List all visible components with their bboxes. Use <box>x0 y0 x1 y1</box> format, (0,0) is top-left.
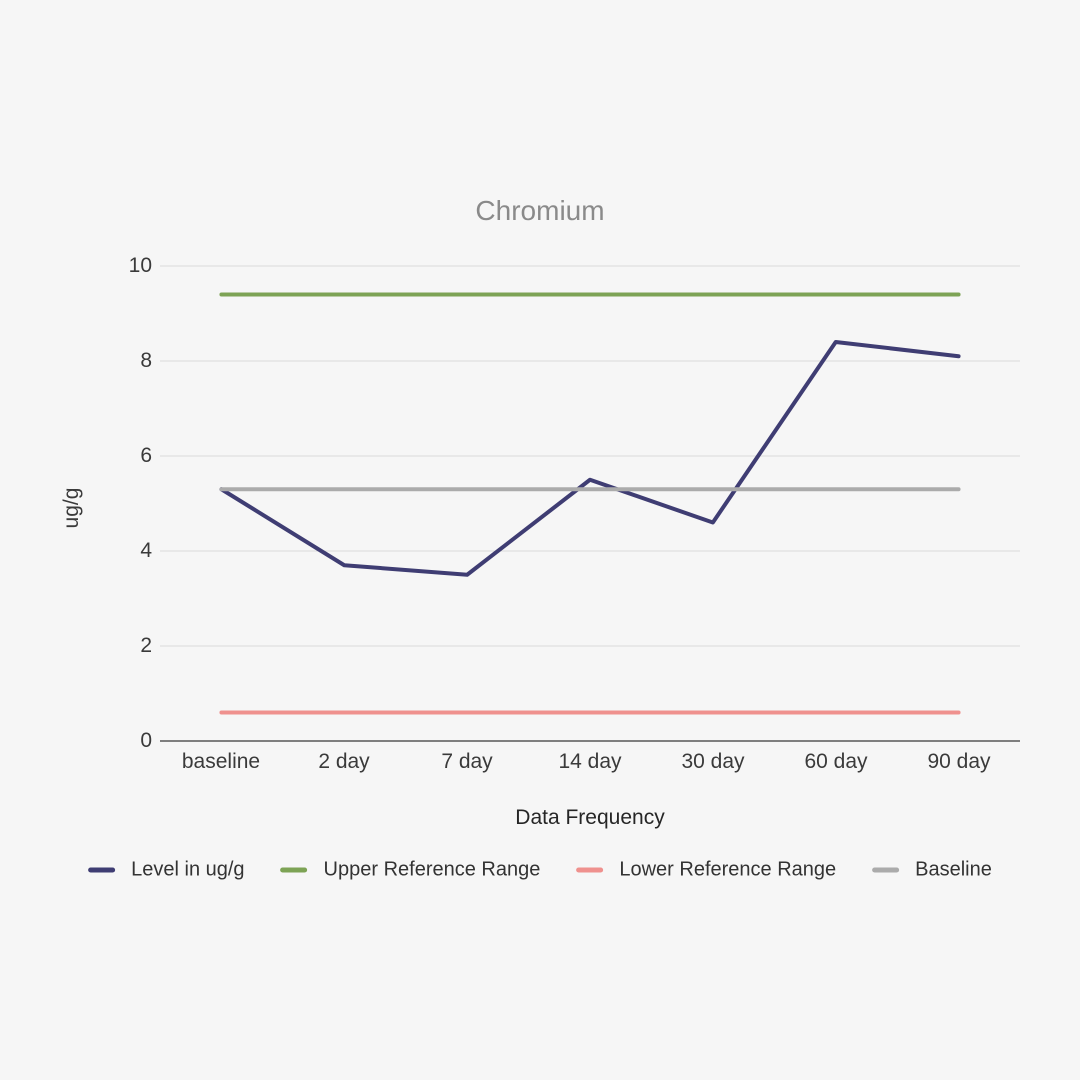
x-tick-label: 14 day <box>558 750 622 773</box>
y-tick-label: 4 <box>140 539 152 562</box>
x-tick-label: 2 day <box>318 750 370 773</box>
x-tick-label: 60 day <box>804 750 868 773</box>
legend-label: Baseline <box>915 858 992 881</box>
legend-item-level: Level in ug/g <box>88 858 245 882</box>
legend-swatch-baseline <box>872 867 900 873</box>
y-tick-label: 10 <box>128 254 152 277</box>
legend-swatch-level <box>88 867 116 873</box>
x-tick-label: 90 day <box>927 750 991 773</box>
legend-item-upper-reference: Upper Reference Range <box>280 858 541 882</box>
legend-label: Lower Reference Range <box>619 858 837 881</box>
x-tick-label: 7 day <box>441 750 493 773</box>
legend-label: Level in ug/g <box>131 858 245 881</box>
legend-swatch-upper-reference <box>280 867 308 873</box>
legend-item-baseline: Baseline <box>872 859 992 882</box>
x-tick-label: baseline <box>181 750 261 773</box>
legend-label: Upper Reference Range <box>323 858 541 881</box>
x-tick-label: 30 day <box>681 750 745 773</box>
y-tick-label: 6 <box>140 444 152 467</box>
y-tick-label: 8 <box>140 349 152 372</box>
legend-swatch-lower-reference <box>576 867 604 873</box>
y-axis-title: ug/g <box>60 487 83 529</box>
chart-title: Chromium <box>475 195 605 226</box>
y-tick-label: 0 <box>140 729 152 752</box>
x-axis-title: Data Frequency <box>515 806 665 829</box>
legend-item-lower-reference: Lower Reference Range <box>576 859 836 882</box>
series-line-0 <box>219 340 961 577</box>
y-tick-label: 2 <box>140 634 152 657</box>
legend: Level in ug/g Upper Reference Range Lowe… <box>88 859 992 882</box>
